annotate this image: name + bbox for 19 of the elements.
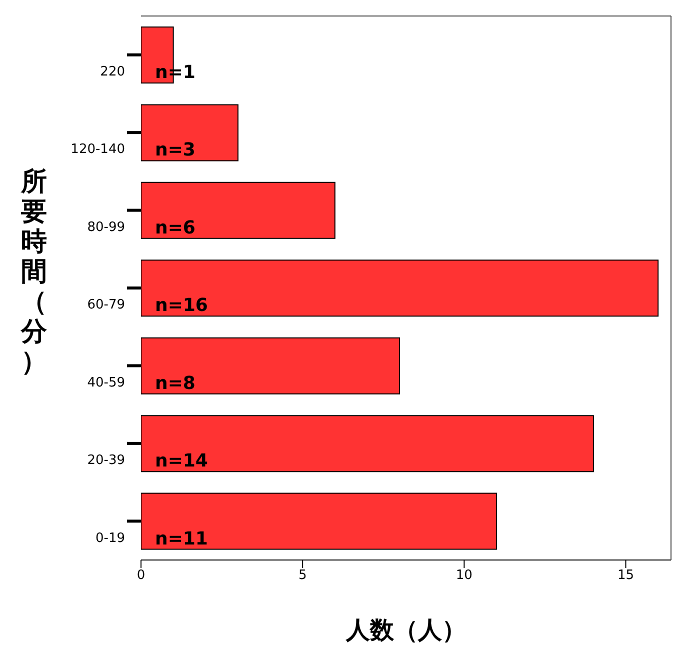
y-tick-label: 40-59 <box>87 375 125 390</box>
data-label: n=16 <box>155 295 208 316</box>
y-tick-label: 20-39 <box>87 453 125 468</box>
x-tick-label: 15 <box>617 568 634 584</box>
data-label: n=14 <box>155 450 208 472</box>
y-axis-title: 所要時間（分） <box>20 167 48 377</box>
y-tick-label: 60-79 <box>87 298 125 313</box>
y-tick-label: 120-140 <box>70 142 125 158</box>
x-tick-label: 10 <box>456 568 472 584</box>
y-tick-label: 80-99 <box>87 220 125 235</box>
data-label: n=6 <box>155 217 196 238</box>
x-axis-title: 人数（人） <box>345 616 466 644</box>
data-label: n=8 <box>155 372 196 394</box>
data-label: n=11 <box>155 528 208 550</box>
data-label: n=3 <box>155 140 196 161</box>
x-tick-label: 5 <box>298 568 307 584</box>
y-tick-label: 0-19 <box>95 530 125 546</box>
x-tick-label: 0 <box>136 568 146 584</box>
y-tick-label: 220 <box>100 64 125 80</box>
